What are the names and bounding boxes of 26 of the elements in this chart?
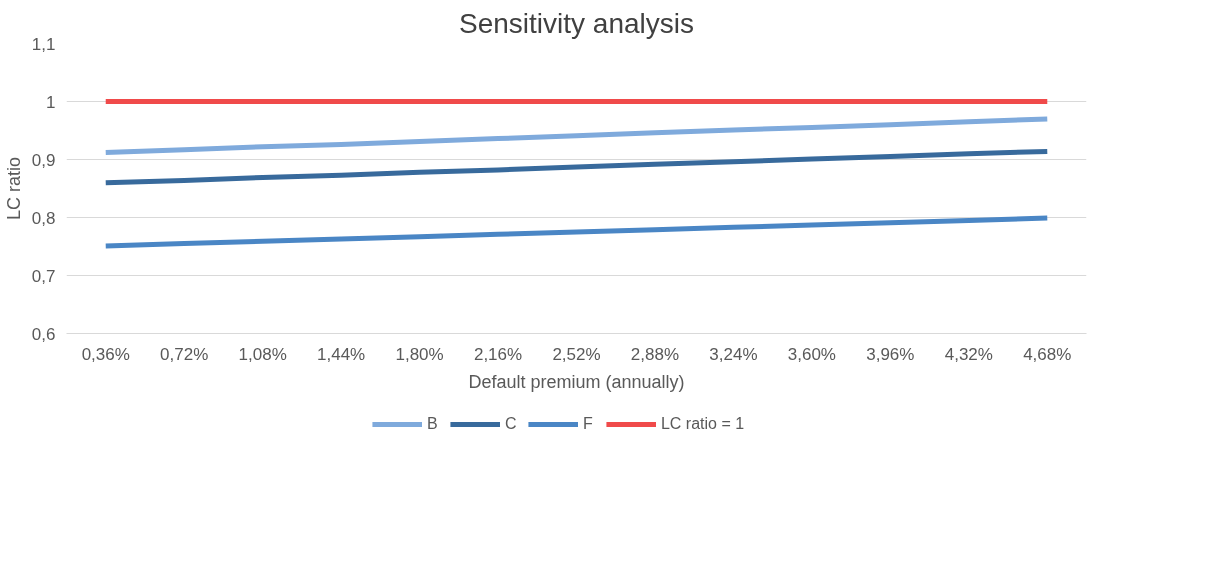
x-tick-label: 4,68%	[1023, 344, 1072, 364]
x-tick-label: 2,52%	[552, 344, 601, 364]
y-tick-label: 0,9	[31, 150, 56, 170]
y-tick-label: 1	[46, 92, 56, 112]
x-tick-label: 4,32%	[944, 344, 993, 364]
x-tick-label: 1,80%	[395, 344, 444, 364]
chart-title: Sensitivity analysis	[459, 7, 694, 39]
x-tick-label: 0,36%	[81, 344, 130, 364]
y-tick-label: 0,7	[31, 266, 56, 286]
x-tick-label: 1,44%	[317, 344, 366, 364]
x-tick-label: 3,60%	[787, 344, 836, 364]
x-tick-label: 2,88%	[630, 344, 680, 364]
x-tick-label: 0,72%	[160, 344, 209, 364]
legend-label: C	[504, 415, 518, 433]
x-tick-label: 1,08%	[238, 344, 287, 364]
y-tick-label: 0,8	[31, 208, 56, 228]
y-axis-title: LC ratio	[3, 156, 24, 221]
y-tick-label: 1,1	[31, 34, 56, 54]
y-tick-label: 0,6	[31, 324, 56, 344]
legend-label: LC ratio = 1	[660, 415, 745, 433]
x-tick-label: 2,16%	[473, 344, 523, 364]
x-tick-label: 3,24%	[709, 344, 758, 364]
x-axis-title: Default premium (annually)	[468, 371, 685, 392]
x-tick-label: 3,96%	[866, 344, 915, 364]
legend-label: B	[426, 415, 439, 433]
legend-label: F	[582, 415, 594, 433]
